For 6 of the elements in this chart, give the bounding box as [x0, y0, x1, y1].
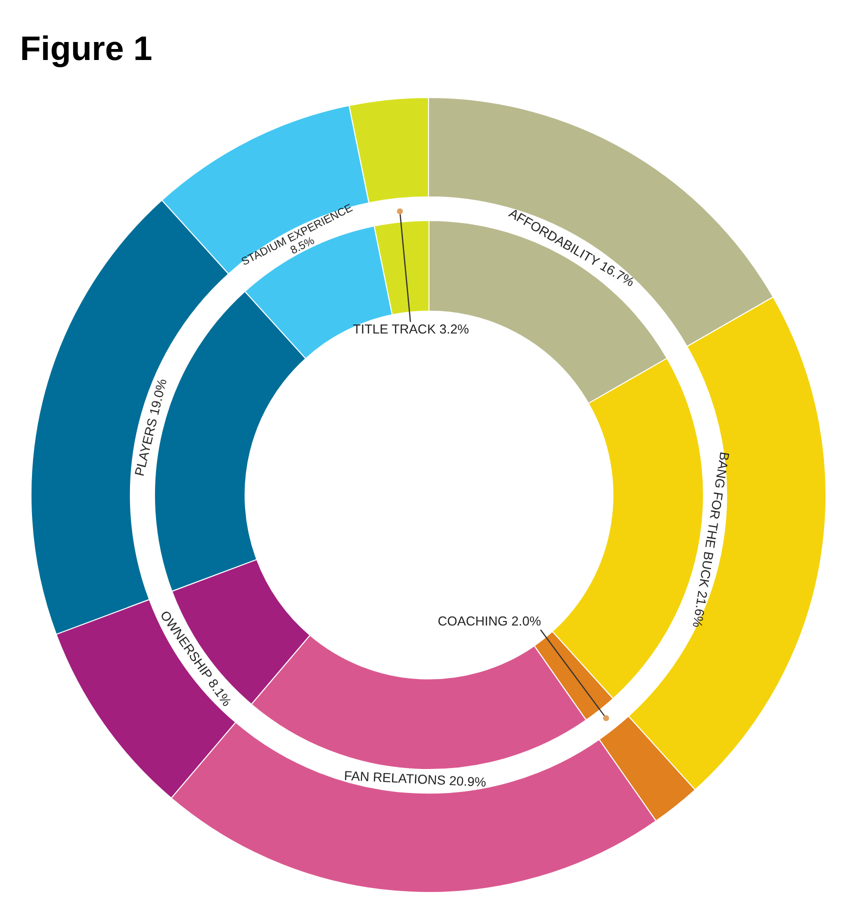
category-label: BANG FOR THE BUCK 21.6% — [690, 450, 732, 629]
category-label: TITLE TRACK 3.2% — [352, 322, 468, 337]
category-label: FAN RELATIONS 20.9% — [344, 768, 486, 790]
category-label: PLAYERS 19.0% — [132, 377, 170, 478]
chart-title: Figure 1 — [20, 30, 152, 69]
category-label: COACHING 2.0% — [437, 613, 541, 628]
